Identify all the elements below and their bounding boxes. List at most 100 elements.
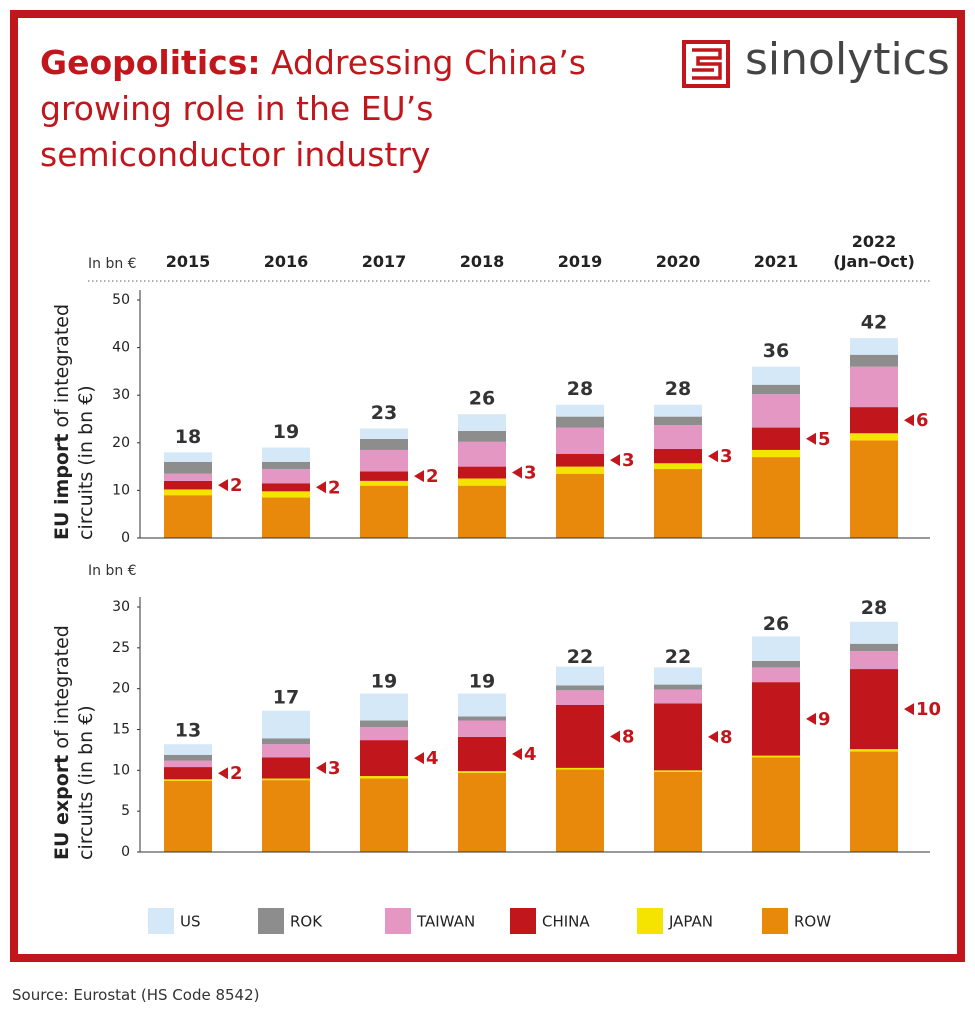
bar-segment xyxy=(458,485,506,538)
bar-segment xyxy=(262,757,310,779)
y-label-bold: EU export xyxy=(51,754,73,860)
y-tick-label: 15 xyxy=(112,722,130,738)
bar-segment xyxy=(164,779,212,781)
title-text: Addressing China’s growing role in the E… xyxy=(40,43,586,174)
arrow xyxy=(806,712,816,725)
bar-segment xyxy=(164,754,212,761)
bar-segment xyxy=(654,425,702,449)
bar-segment xyxy=(850,433,898,441)
y-tick-label: 0 xyxy=(121,530,130,546)
bar-segment xyxy=(458,736,506,772)
bar-segment xyxy=(556,767,604,770)
frame xyxy=(10,10,965,962)
bar-segment xyxy=(262,461,310,469)
china-label: 2 xyxy=(230,475,243,496)
bar-segment xyxy=(360,740,408,777)
bar-segment xyxy=(164,461,212,474)
legend-swatch xyxy=(148,908,174,934)
bar-segment xyxy=(458,441,506,467)
china-label: 2 xyxy=(230,763,243,784)
bar-segment xyxy=(556,427,604,454)
bar-segment xyxy=(360,471,408,481)
total-label: 19 xyxy=(371,670,397,692)
total-label: 22 xyxy=(665,646,691,668)
bar-segment xyxy=(164,744,212,755)
china-label: 6 xyxy=(916,410,929,431)
x-tick-label: 2020 xyxy=(655,252,701,271)
total-label: 13 xyxy=(175,719,201,741)
y-tick-label: 30 xyxy=(112,599,130,615)
bar-segment xyxy=(164,473,212,481)
bar-segment xyxy=(360,727,408,741)
china-label: 3 xyxy=(720,446,733,467)
bar-segment xyxy=(752,366,800,385)
logo xyxy=(682,40,730,88)
legend-swatch xyxy=(510,908,536,934)
bar-segment xyxy=(262,738,310,745)
bar-segment xyxy=(654,689,702,704)
bar-segment xyxy=(262,468,310,484)
bar-segment xyxy=(654,770,702,772)
bar-segment xyxy=(850,338,898,355)
y-tick-label: 40 xyxy=(112,340,130,356)
bar-segment xyxy=(752,636,800,661)
arrow xyxy=(512,466,522,479)
bar-segment xyxy=(164,780,212,852)
y-tick-label: 30 xyxy=(112,387,130,403)
total-label: 28 xyxy=(567,378,593,400)
y-axis-label: EU import of integrated circuits (in bn … xyxy=(50,280,98,540)
bar-segment xyxy=(262,483,310,492)
china-label: 3 xyxy=(524,463,537,484)
bar-segment xyxy=(556,466,604,474)
bar-segment xyxy=(850,366,898,408)
arrow xyxy=(806,432,816,445)
bar-segment xyxy=(262,744,310,758)
china-label: 8 xyxy=(622,726,635,747)
bar-segment xyxy=(458,430,506,442)
total-label: 19 xyxy=(273,421,299,443)
source: Source: Eurostat (HS Code 8542) xyxy=(12,986,260,1004)
arrow xyxy=(610,454,620,467)
china-label: 3 xyxy=(328,758,341,779)
unit-label: In bn € xyxy=(88,563,137,579)
arrow xyxy=(316,761,326,774)
bar-segment xyxy=(164,489,212,496)
x-tick-label: 2019 xyxy=(557,252,603,271)
bar-segment xyxy=(262,780,310,852)
legend-swatch xyxy=(762,908,788,934)
arrow xyxy=(218,767,228,780)
arrow xyxy=(218,479,228,492)
y-tick-label: 20 xyxy=(112,435,130,451)
bar-segment xyxy=(850,643,898,652)
y-label-bold: EU import xyxy=(51,433,73,540)
bar-segment xyxy=(164,452,212,462)
total-label: 19 xyxy=(469,670,495,692)
total-label: 18 xyxy=(175,426,201,448)
arrow xyxy=(904,703,914,716)
total-label: 42 xyxy=(861,312,887,334)
bar-segment xyxy=(654,468,702,538)
unit-label: In bn € xyxy=(88,256,137,272)
bar-segment xyxy=(360,438,408,450)
bar-segment xyxy=(752,757,800,852)
bar-segment xyxy=(458,771,506,773)
bar-segment xyxy=(556,404,604,417)
bar-segment xyxy=(654,404,702,417)
arrow xyxy=(708,730,718,743)
bar-segment xyxy=(262,497,310,538)
arrow xyxy=(610,730,620,743)
bar-segment xyxy=(360,449,408,472)
bar-segment xyxy=(556,453,604,467)
total-label: 36 xyxy=(763,340,789,362)
bar-segment xyxy=(458,772,506,852)
bar-segment xyxy=(850,751,898,852)
legend-swatch xyxy=(385,908,411,934)
x-tick-label: 2017 xyxy=(361,252,407,271)
arrow xyxy=(414,752,424,765)
bar-segment xyxy=(458,478,506,486)
bar-segment xyxy=(164,495,212,538)
bar-segment xyxy=(262,491,310,498)
china-label: 8 xyxy=(720,727,733,748)
